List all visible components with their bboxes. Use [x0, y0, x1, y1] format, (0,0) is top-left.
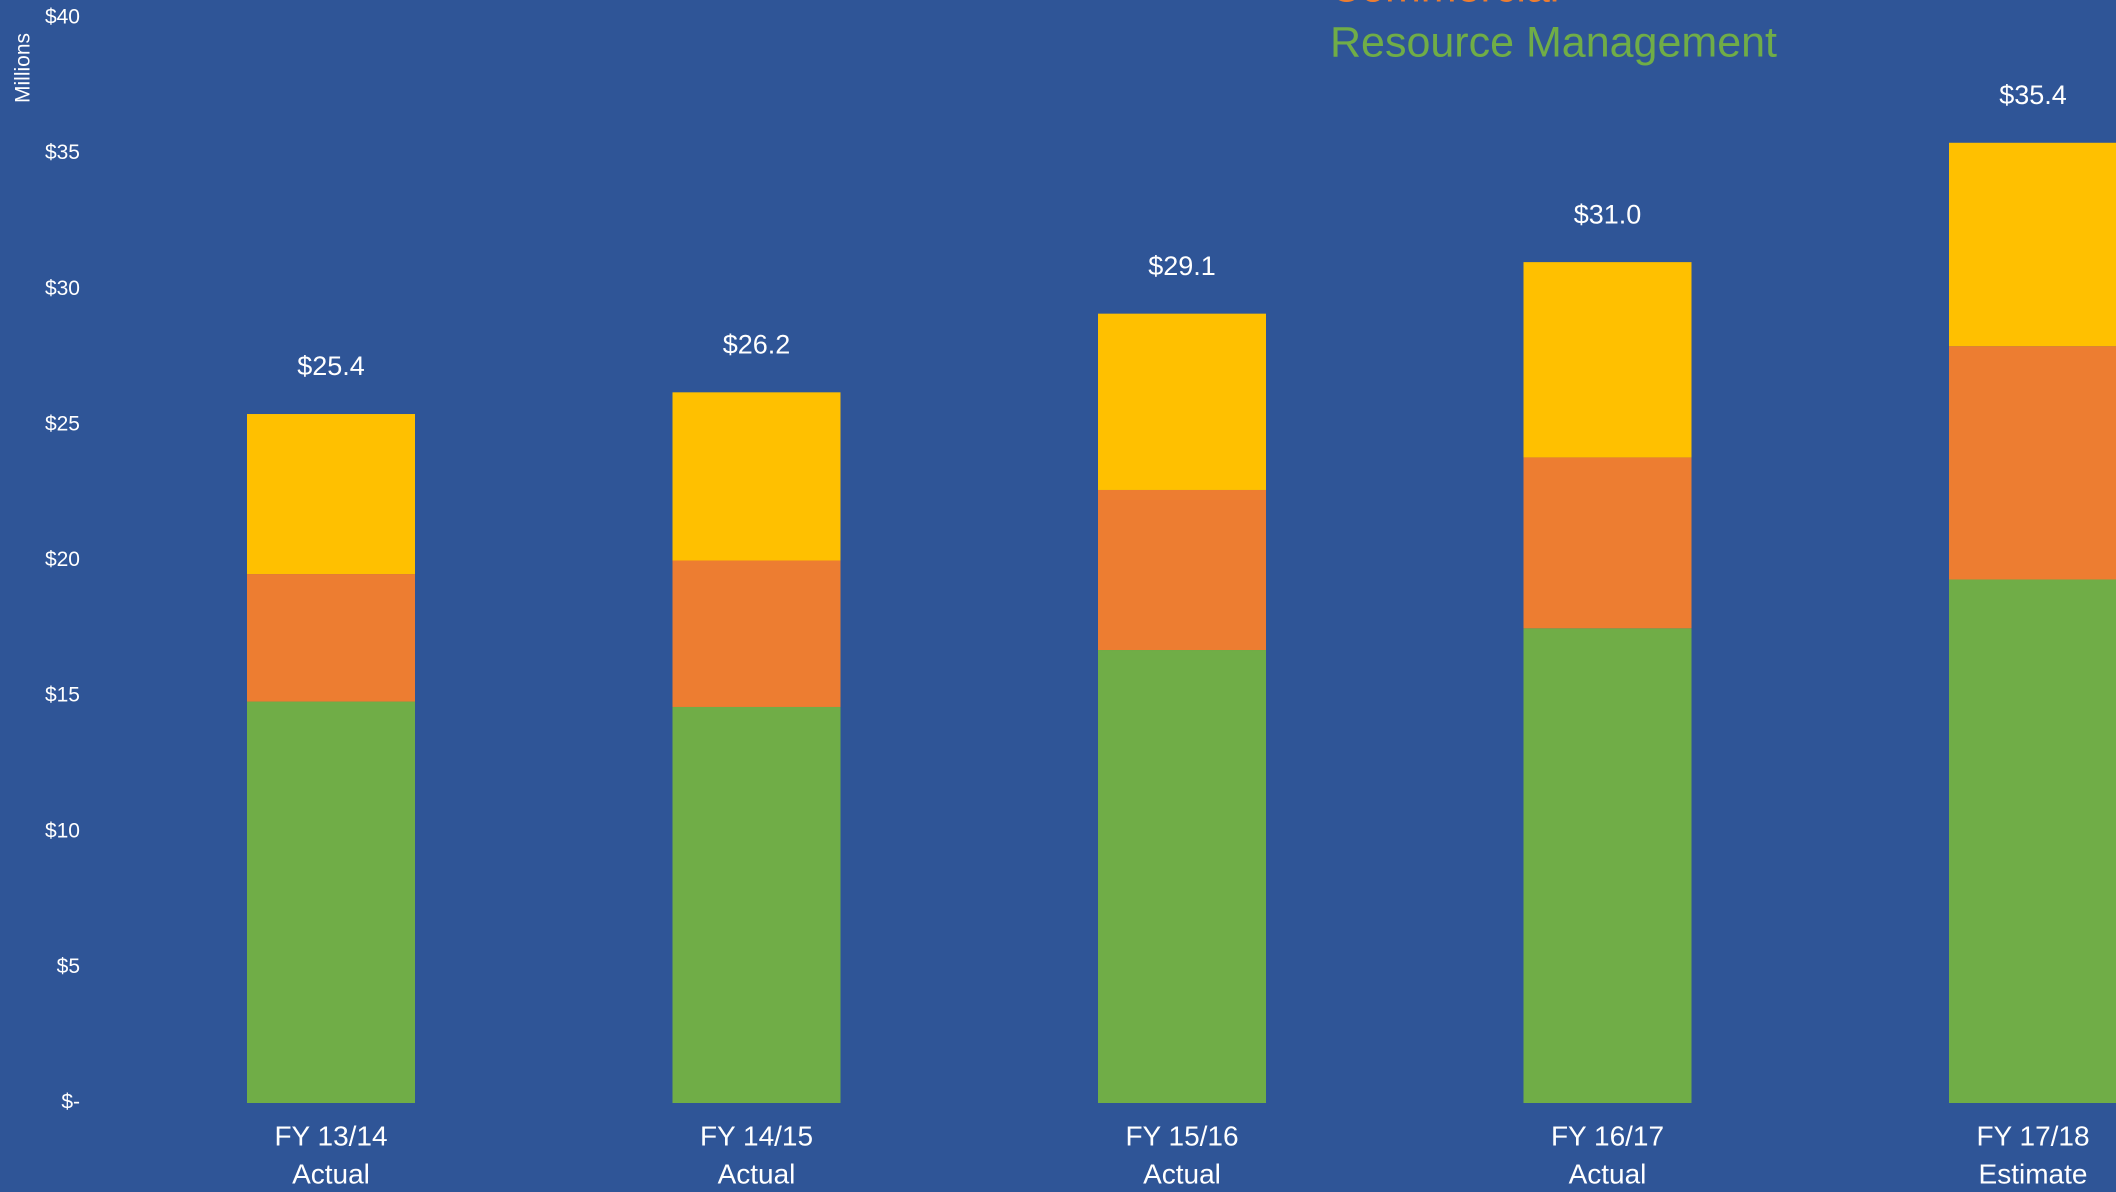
bar-segment [247, 414, 415, 575]
y-tick-label: $30 [45, 277, 80, 300]
x-tick-label: Actual [1143, 1158, 1221, 1189]
x-tick-label: Actual [718, 1158, 796, 1189]
x-tick-label: FY 16/17 [1551, 1120, 1664, 1151]
y-tick-label: $10 [45, 819, 80, 842]
x-tick-label: Actual [1569, 1158, 1647, 1189]
bar-segment [1098, 489, 1266, 651]
bar-segment [672, 392, 841, 561]
legend-entry: Resource Management [1330, 18, 1777, 66]
y-tick-label: $35 [45, 141, 80, 164]
x-tick-label: FY 17/18 [1976, 1120, 2089, 1151]
y-tick-label: $40 [45, 6, 80, 29]
bar-segment [247, 701, 415, 1103]
bar-segment [672, 560, 841, 707]
bar-segment [1523, 457, 1692, 629]
total-label: $31.0 [1574, 199, 1642, 229]
bar-segment [1098, 313, 1266, 490]
x-tick-label: FY 15/16 [1125, 1120, 1238, 1151]
x-tick-label: FY 14/15 [700, 1120, 813, 1151]
bar-segment [1098, 650, 1266, 1103]
total-label: $26.2 [723, 329, 791, 359]
x-tick-label: FY 13/14 [274, 1120, 387, 1151]
y-tick-label: $25 [45, 412, 80, 435]
y-tick-label: $20 [45, 548, 80, 571]
bar-segment [247, 574, 415, 702]
y-axis-label: Millions [12, 33, 35, 103]
total-label: $35.4 [1999, 80, 2067, 110]
total-label: $25.4 [297, 351, 365, 381]
total-label: $29.1 [1148, 251, 1216, 281]
bar-segment [1949, 346, 2116, 580]
bar-segment [1523, 628, 1692, 1103]
bar-segment [672, 706, 841, 1103]
bar-segment [1949, 579, 2116, 1103]
legend-entry: Commercial [1330, 0, 1559, 11]
y-tick-label: $15 [45, 684, 80, 707]
x-tick-label: Actual [292, 1158, 370, 1189]
y-tick-label: $- [61, 1091, 80, 1114]
x-tick-label: Estimate [1979, 1158, 2088, 1189]
bar-segment [1949, 142, 2116, 347]
bar-segment [1523, 262, 1692, 458]
y-tick-label: $5 [57, 955, 80, 978]
